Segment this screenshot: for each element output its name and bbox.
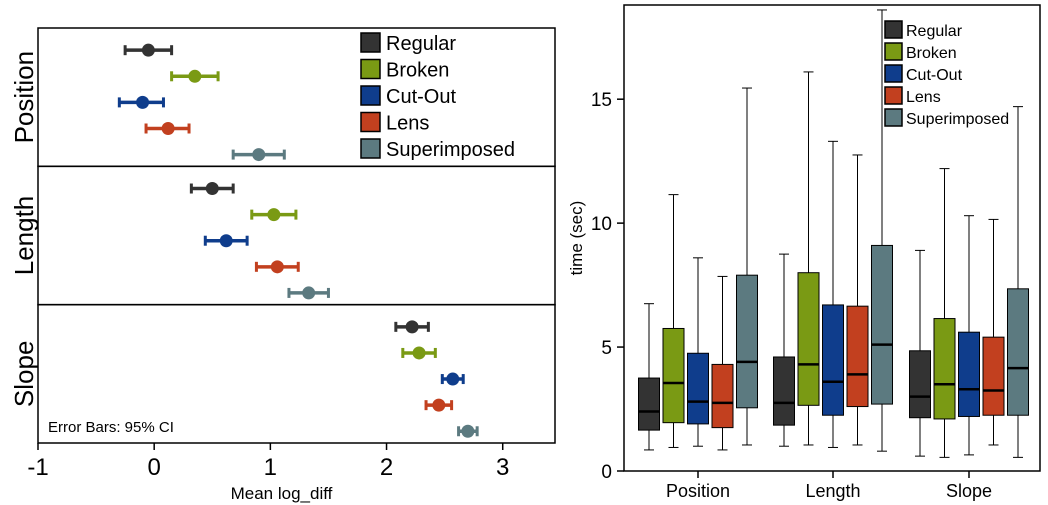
box-position-regular [638, 377, 660, 431]
legend-label-broken: Broken [906, 45, 957, 62]
box-length-lens [846, 305, 869, 408]
legend-swatch-lens [360, 111, 381, 133]
legend-label-lens: Lens [906, 89, 941, 106]
legend-swatch-regular [884, 20, 903, 39]
point-length-lens [270, 260, 284, 274]
point-length-superimposed [302, 286, 316, 300]
box-position-cut-out [687, 352, 709, 425]
legend-swatch-broken [360, 58, 381, 80]
legend-swatch-cut-out [360, 85, 381, 106]
box-position-superimposed [736, 274, 758, 409]
point-length-broken [267, 208, 281, 222]
y-tick-label: 15 [591, 90, 612, 111]
box-slope-cut-out [958, 331, 980, 417]
legend-swatch-regular [360, 32, 381, 53]
panel-frame-length [37, 165, 556, 306]
box-length-cut-out [822, 304, 844, 416]
point-slope-broken [412, 346, 426, 360]
dot-plot-chart: Position Length Slope -1 0 1 2 3 Mean log_diff Er… [9, 27, 556, 503]
box-slope-lens [982, 336, 1005, 416]
legend-label-superimposed: Superimposed [906, 111, 1009, 128]
box-slope-broken [933, 318, 956, 420]
y-tick-label: 5 [601, 338, 612, 359]
x-tick-label-length: Length [805, 481, 860, 501]
panel-label-slope: Slope [9, 341, 39, 408]
point-position-cut-out [136, 95, 150, 109]
legend-swatch-broken [884, 42, 903, 61]
panel-frame-slope [37, 303, 556, 444]
legend-label-lens: Lens [386, 113, 429, 135]
box-plot-chart: 0 5 10 15 time (sec) Position Length Slope Regul… [567, 4, 1041, 501]
legend-swatch-superimposed [884, 108, 903, 127]
point-slope-cut-out [446, 372, 460, 386]
legend-label-cut-out: Cut-Out [386, 86, 456, 108]
x-tick-label: 3 [496, 454, 509, 481]
point-slope-lens [432, 398, 446, 412]
point-position-lens [161, 121, 175, 135]
point-slope-superimposed [461, 424, 475, 438]
legend-label-broken: Broken [386, 60, 449, 82]
legend-label-cut-out: Cut-Out [906, 67, 963, 84]
x-tick-label: 0 [148, 454, 161, 481]
plot-frame [623, 4, 1041, 472]
annotation-error-bars: Error Bars: 95% CI [48, 419, 174, 436]
point-position-superimposed [252, 148, 266, 162]
x-tick-label-slope: Slope [946, 481, 992, 501]
x-axis-label: Mean log_diff [231, 484, 333, 503]
box-position-lens [711, 363, 734, 429]
box-length-broken [797, 272, 820, 406]
legend-label-superimposed: Superimposed [386, 139, 515, 161]
legend-label-regular: Regular [906, 23, 963, 40]
legend-swatch-cut-out [884, 64, 903, 83]
y-tick-label: 10 [591, 214, 612, 235]
panel-label-length: Length [9, 196, 39, 276]
legend-swatch-superimposed [360, 138, 381, 159]
point-position-regular [141, 43, 155, 57]
y-axis-label: time (sec) [567, 201, 586, 276]
box-slope-regular [909, 350, 931, 419]
x-tick-label: 1 [264, 454, 277, 481]
legend-label-regular: Regular [386, 33, 456, 55]
box-length-superimposed [871, 244, 893, 405]
y-tick-label: 0 [601, 462, 612, 483]
box-slope-superimposed [1007, 288, 1029, 416]
legend-swatch-lens [884, 86, 903, 105]
panel-label-position: Position [9, 51, 39, 143]
point-length-cut-out [219, 234, 233, 248]
x-tick-label: 2 [380, 454, 393, 481]
box-length-regular [773, 356, 795, 426]
point-length-regular [205, 182, 219, 196]
box-position-broken [662, 327, 685, 424]
x-tick-label: -1 [27, 454, 48, 481]
point-position-broken [188, 69, 202, 83]
point-slope-regular [405, 320, 419, 334]
x-tick-label-position: Position [666, 481, 730, 501]
